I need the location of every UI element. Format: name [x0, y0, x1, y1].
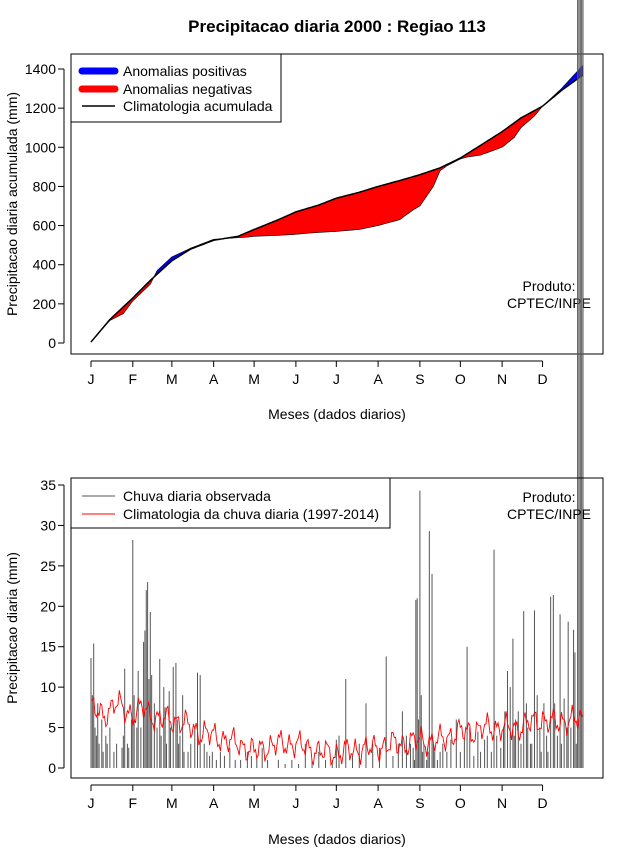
- y-tick-label: 0: [48, 760, 56, 776]
- y-tick-label: 15: [40, 639, 56, 655]
- y-tick-label: 800: [33, 178, 57, 194]
- daily-rain-bars: [90, 0, 584, 768]
- legend: Chuva diaria observada Climatologia da c…: [70, 477, 391, 529]
- x-tick-label: N: [497, 371, 507, 387]
- legend: Anomalias positivas Anomalias negativas …: [70, 53, 282, 123]
- daily-precip-chart: 0 5 10 15 20 25 30 35 J F M A M J J A S O N D Precipitacao…: [4, 0, 604, 847]
- x-tick-label: O: [455, 371, 466, 387]
- x-tick-label: J: [292, 795, 299, 811]
- legend-label-positive: Anomalias positivas: [123, 63, 247, 79]
- legend-box: [70, 477, 391, 529]
- climatology-line: [90, 690, 584, 767]
- y-axis-label: Precipitacao diaria (mm): [4, 552, 20, 704]
- x-tick-label: F: [129, 795, 138, 811]
- annotation-cptec: CPTEC/INPE: [507, 506, 591, 522]
- x-axis-label: Meses (dados diarios): [268, 406, 406, 422]
- y-axis: 0 200 400 600 800 1000 1200 1400: [25, 61, 65, 351]
- legend-label-climatology: Climatologia acumulada: [123, 98, 273, 114]
- x-tick-label: N: [497, 795, 507, 811]
- x-tick-label: A: [209, 795, 219, 811]
- y-tick-label: 1400: [25, 61, 56, 77]
- y-axis: 0 5 10 15 20 25 30 35: [40, 477, 65, 776]
- x-tick-label: M: [166, 371, 178, 387]
- x-tick-label: J: [88, 795, 95, 811]
- annotation-produto: Produto:: [523, 278, 576, 294]
- y-tick-label: 25: [40, 558, 56, 574]
- climatology-daily-line: [90, 690, 584, 767]
- chart-title: Precipitacao diaria 2000 : Regiao 113: [188, 17, 486, 36]
- y-tick-label: 200: [33, 296, 57, 312]
- y-tick-label: 20: [40, 598, 56, 614]
- y-tick-label: 1000: [25, 139, 56, 155]
- x-tick-label: D: [537, 795, 547, 811]
- y-tick-label: 400: [33, 257, 57, 273]
- climatology-cumulative-line: [90, 74, 584, 343]
- x-tick-label: O: [455, 795, 466, 811]
- cumulative-precip-chart: Precipitacao diaria 2000 : Regiao 113 0 2…: [4, 17, 604, 422]
- annotation-produto: Produto:: [523, 489, 576, 505]
- legend-label-observed: Chuva diaria observada: [123, 488, 271, 504]
- x-tick-label: S: [415, 371, 424, 387]
- x-tick-label: J: [333, 795, 340, 811]
- y-tick-label: 600: [33, 218, 57, 234]
- x-tick-label: M: [248, 371, 260, 387]
- legend-label-climatology: Climatologia da chuva diaria (1997-2014): [123, 506, 379, 522]
- y-tick-label: 30: [40, 517, 56, 533]
- y-tick-label: 0: [48, 335, 56, 351]
- y-tick-label: 1200: [25, 100, 56, 116]
- x-axis-label: Meses (dados diarios): [268, 831, 406, 847]
- x-tick-label: S: [415, 795, 424, 811]
- legend-label-negative: Anomalias negativas: [123, 81, 252, 97]
- x-tick-label: M: [166, 795, 178, 811]
- y-tick-label: 5: [48, 720, 56, 736]
- x-tick-label: A: [373, 371, 383, 387]
- x-tick-label: A: [209, 371, 219, 387]
- annotation-cptec: CPTEC/INPE: [507, 295, 591, 311]
- x-tick-label: J: [292, 371, 299, 387]
- x-tick-label: J: [333, 371, 340, 387]
- cumulative-lines: [90, 74, 584, 343]
- y-tick-label: 10: [40, 679, 56, 695]
- plot-frame: [70, 53, 604, 355]
- x-tick-label: J: [88, 371, 95, 387]
- x-tick-label: D: [537, 371, 547, 387]
- x-tick-label: F: [129, 371, 138, 387]
- y-tick-label: 35: [40, 477, 56, 493]
- y-axis-label: Precipitacao diaria acumulada (mm): [4, 92, 20, 316]
- x-tick-label: M: [248, 795, 260, 811]
- x-tick-label: A: [373, 795, 383, 811]
